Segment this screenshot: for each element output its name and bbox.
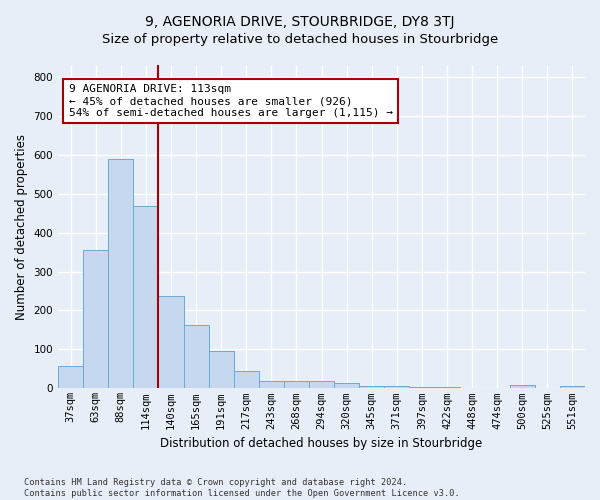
Bar (184, 325, 209, 388)
Bar (434, 387, 460, 388)
Bar (309, 381, 334, 388)
Bar (158, 296, 184, 388)
Bar (58, 366, 83, 388)
Text: 9 AGENORIA DRIVE: 113sqm
← 45% of detached houses are smaller (926)
54% of semi-: 9 AGENORIA DRIVE: 113sqm ← 45% of detach… (68, 84, 392, 117)
Bar (133, 206, 158, 388)
Bar (259, 380, 284, 388)
Bar (83, 250, 108, 388)
Bar (359, 386, 384, 388)
Bar (560, 386, 585, 388)
Text: 9, AGENORIA DRIVE, STOURBRIDGE, DY8 3TJ: 9, AGENORIA DRIVE, STOURBRIDGE, DY8 3TJ (145, 15, 455, 29)
Bar (510, 386, 535, 388)
Bar (108, 158, 133, 388)
Bar (233, 371, 259, 388)
Bar (284, 381, 309, 388)
Bar (384, 386, 409, 388)
Bar (209, 352, 233, 389)
Text: Contains HM Land Registry data © Crown copyright and database right 2024.
Contai: Contains HM Land Registry data © Crown c… (24, 478, 460, 498)
Bar (409, 387, 434, 388)
Bar (334, 383, 359, 388)
X-axis label: Distribution of detached houses by size in Stourbridge: Distribution of detached houses by size … (160, 437, 482, 450)
Y-axis label: Number of detached properties: Number of detached properties (15, 134, 28, 320)
Text: Size of property relative to detached houses in Stourbridge: Size of property relative to detached ho… (102, 32, 498, 46)
